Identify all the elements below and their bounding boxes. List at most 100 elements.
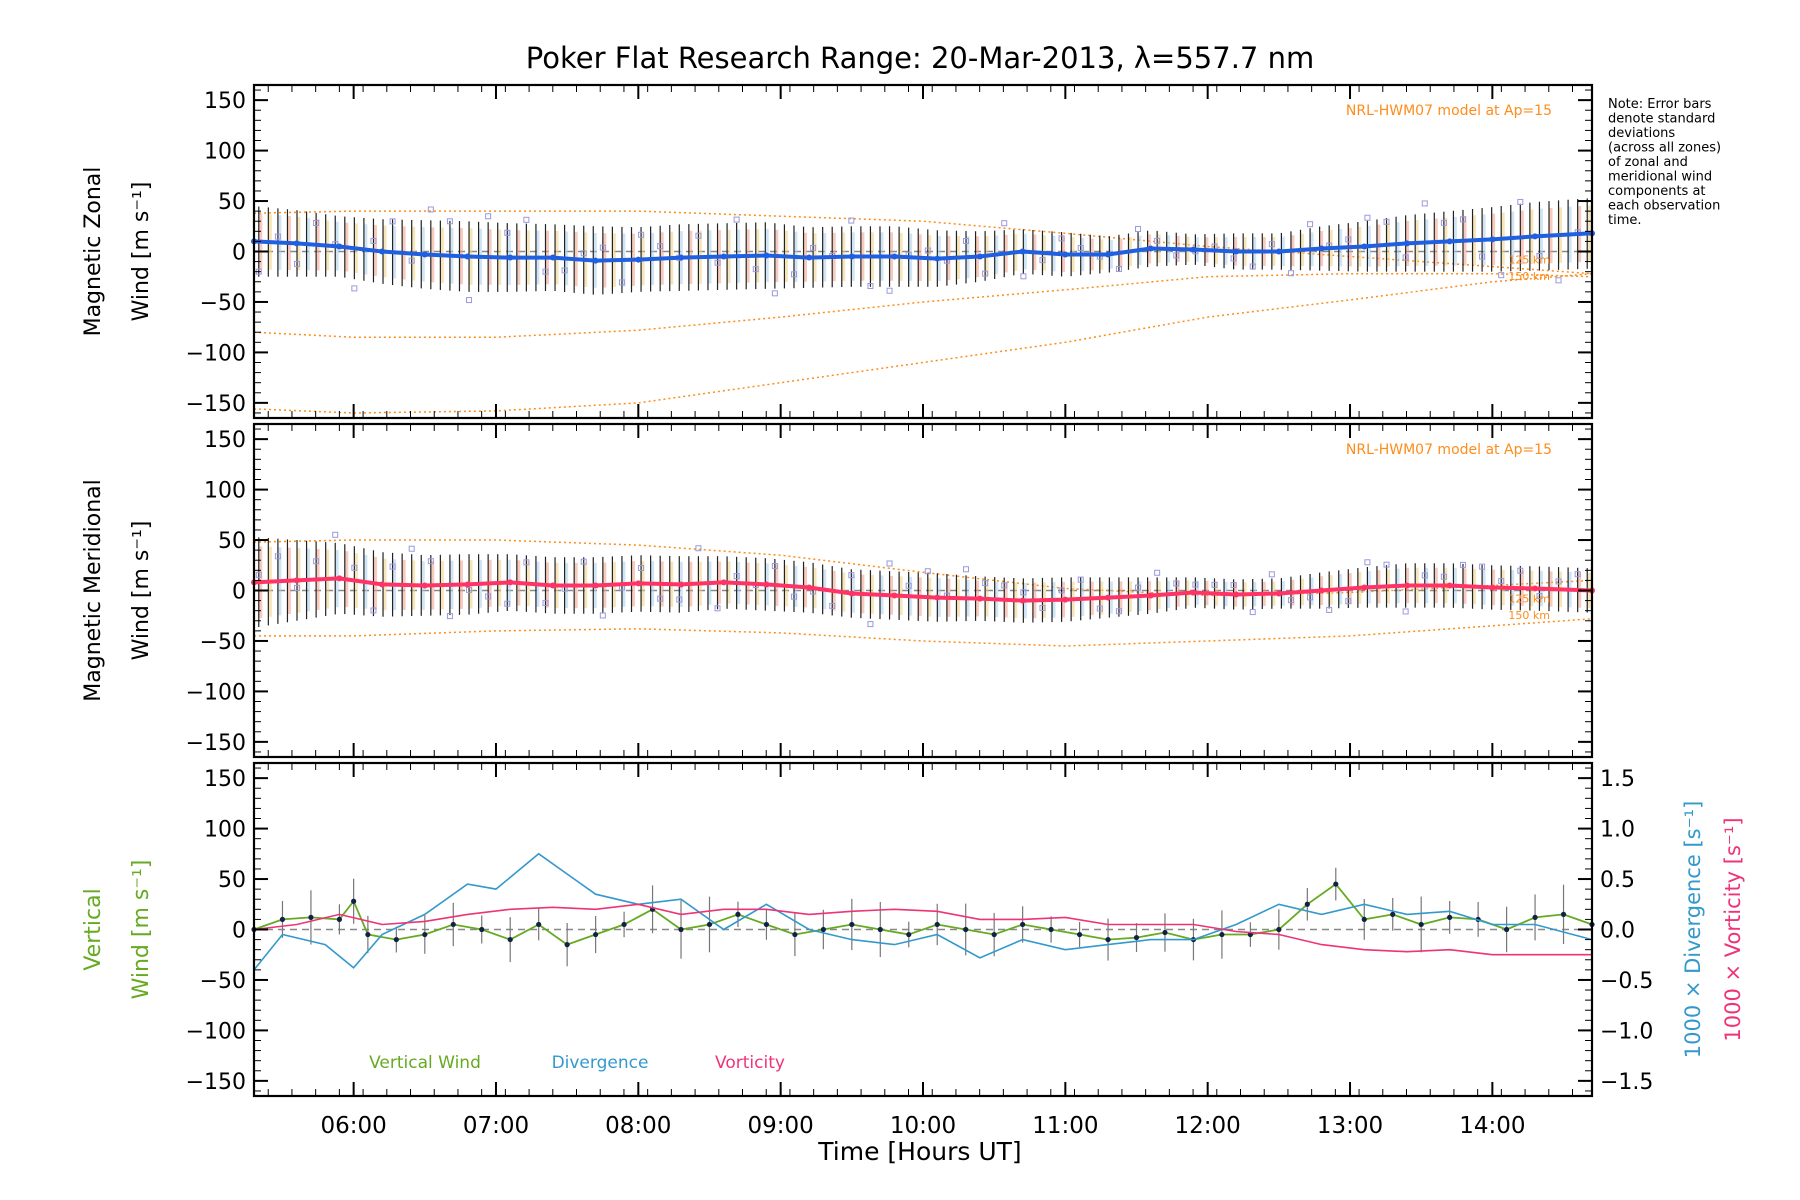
x-tick-label: 13:00 xyxy=(1317,1113,1383,1139)
zone-point xyxy=(829,602,836,609)
model-curve xyxy=(253,272,1593,339)
meridional-mean-point xyxy=(976,595,983,602)
vertical-wind-point xyxy=(1276,926,1282,933)
model-alt-label: 125 km xyxy=(1508,254,1550,267)
zone-point xyxy=(294,584,301,591)
y-tick-label: 50 xyxy=(218,190,246,215)
zone-point xyxy=(1440,219,1447,226)
zone-point xyxy=(1440,573,1447,580)
vertical-wind-point xyxy=(991,931,997,938)
zone-point xyxy=(1287,270,1294,277)
zonal-mean-point xyxy=(848,253,855,260)
zone-point xyxy=(1154,569,1161,576)
zone-point xyxy=(274,553,281,560)
zone-point xyxy=(1058,587,1065,594)
zone-point xyxy=(733,573,740,580)
zonal-mean-point xyxy=(293,240,300,247)
y-axis-title: Wind [m s⁻¹] xyxy=(129,521,154,661)
zone-point xyxy=(618,279,625,286)
y-tick-label: −100 xyxy=(186,341,246,366)
y-tick-label: −50 xyxy=(200,630,246,655)
y-tick-label: −150 xyxy=(186,731,246,756)
zonal-mean-point xyxy=(336,243,343,250)
zone-point xyxy=(1421,200,1428,207)
zonal-mean-point xyxy=(379,248,386,255)
y-tick-label: 100 xyxy=(204,140,246,165)
zone-point xyxy=(466,586,473,593)
x-tick-label: 07:00 xyxy=(463,1113,529,1139)
zone-point xyxy=(638,231,645,238)
meridional-mean-point xyxy=(1489,584,1496,591)
y-tick-label: 0 xyxy=(232,919,246,944)
zone-point xyxy=(1383,561,1390,568)
meridional-mean-point xyxy=(763,581,770,588)
zone-point xyxy=(523,559,530,566)
zone-point xyxy=(867,283,874,290)
zone-point xyxy=(1364,559,1371,566)
zone-point xyxy=(389,563,396,570)
zone-point xyxy=(1555,277,1562,284)
zone-point xyxy=(771,562,778,569)
zonal-mean-point xyxy=(678,254,685,261)
meridional-mean-point xyxy=(464,581,471,588)
meridional-mean-point xyxy=(848,590,855,597)
vorticity-line xyxy=(253,903,1592,956)
vertical-wind-point xyxy=(479,926,485,933)
vertical-wind-point xyxy=(877,926,883,933)
zone-point xyxy=(561,267,568,274)
zonal-mean-point xyxy=(1361,243,1368,250)
zone-point xyxy=(1077,245,1084,252)
zone-point xyxy=(1192,581,1199,588)
zone-point xyxy=(1135,584,1142,591)
zone-point xyxy=(1459,216,1466,223)
zone-point xyxy=(1249,263,1256,270)
vertical-wind-point xyxy=(1304,901,1310,907)
y-tick-label: 50 xyxy=(218,529,246,554)
zone-point xyxy=(542,268,549,275)
meridional-mean-point xyxy=(1446,582,1453,589)
meridional-mean-point xyxy=(1062,596,1069,603)
zone-point xyxy=(1402,254,1409,261)
chart-title: Poker Flat Research Range: 20-Mar-2013, … xyxy=(526,41,1314,75)
zone-point xyxy=(963,237,970,244)
vertical-wind-point xyxy=(507,936,513,943)
zone-point xyxy=(1115,265,1122,272)
zone-point xyxy=(446,613,453,620)
vertical-wind-point xyxy=(365,931,371,938)
model-alt-label: 150 km xyxy=(1508,609,1550,622)
vertical-wind-point xyxy=(621,921,627,928)
vertical-wind-point xyxy=(1048,926,1054,933)
zone-point xyxy=(1173,580,1180,587)
legend-item: Divergence xyxy=(552,1053,649,1073)
zone-point xyxy=(370,607,377,614)
y-tick-label: 0 xyxy=(232,241,246,266)
vertical-wind-point xyxy=(1333,881,1339,887)
zone-point xyxy=(351,285,358,292)
zone-point xyxy=(274,233,281,240)
zone-point xyxy=(982,270,989,277)
zone-point xyxy=(982,580,989,587)
x-tick-label: 10:00 xyxy=(890,1113,956,1139)
zonal-mean-point xyxy=(635,256,642,263)
zonal-mean-point xyxy=(1062,251,1069,258)
y2-tick-label: −1.0 xyxy=(1600,1019,1653,1044)
vertical-wind-point xyxy=(1447,914,1453,920)
note-line: denote standard xyxy=(1608,112,1715,127)
zone-point xyxy=(924,568,931,575)
zone-point xyxy=(1364,214,1371,221)
zone-point xyxy=(332,531,339,538)
zone-point xyxy=(714,259,721,266)
vertical-wind-point xyxy=(1020,921,1026,928)
y2-axis-title: 1000 × Divergence [s⁻¹] xyxy=(1681,801,1705,1059)
plot-frame xyxy=(252,422,1594,759)
zone-point xyxy=(504,600,511,607)
zone-point xyxy=(905,582,912,589)
zone-point xyxy=(924,247,931,254)
y-tick-label: 150 xyxy=(204,428,246,453)
zonal-mean-point xyxy=(421,251,428,258)
vertical-wind-point xyxy=(849,921,855,928)
zone-point xyxy=(1479,563,1486,570)
meridional-mean-point xyxy=(934,594,941,601)
y2-tick-label: 1.5 xyxy=(1600,767,1635,792)
